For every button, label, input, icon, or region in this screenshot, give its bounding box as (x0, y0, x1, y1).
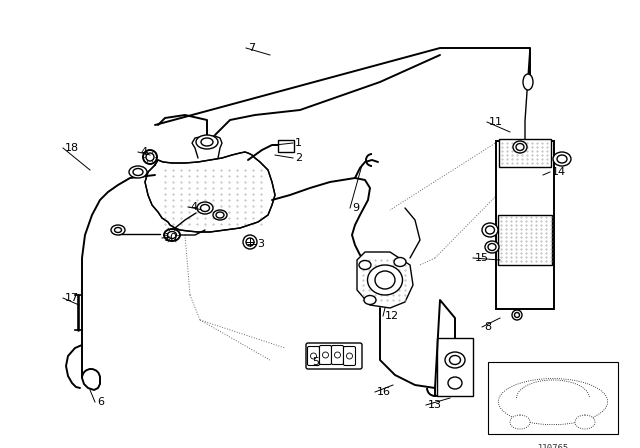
Ellipse shape (243, 235, 257, 249)
FancyBboxPatch shape (306, 343, 362, 369)
Text: 4: 4 (190, 202, 197, 212)
Bar (488, 362, 618, 434)
Ellipse shape (513, 141, 527, 153)
Bar (278, 140, 294, 152)
Ellipse shape (486, 226, 495, 234)
Text: 13: 13 (428, 400, 442, 410)
Text: 17: 17 (65, 293, 79, 303)
Ellipse shape (449, 356, 461, 365)
Ellipse shape (323, 352, 328, 358)
Ellipse shape (310, 353, 317, 359)
Ellipse shape (523, 74, 533, 90)
Text: 3: 3 (257, 239, 264, 249)
FancyBboxPatch shape (319, 345, 332, 365)
Text: 7: 7 (248, 43, 255, 53)
Text: 4: 4 (140, 147, 147, 157)
Ellipse shape (557, 155, 567, 163)
FancyBboxPatch shape (332, 345, 344, 365)
Bar (437, 338, 473, 396)
Ellipse shape (216, 212, 224, 218)
Ellipse shape (359, 260, 371, 270)
Ellipse shape (516, 143, 524, 151)
Ellipse shape (200, 204, 209, 211)
Ellipse shape (364, 296, 376, 305)
Ellipse shape (367, 265, 403, 295)
Ellipse shape (115, 228, 122, 233)
Text: 5: 5 (312, 357, 319, 367)
Ellipse shape (510, 415, 530, 429)
Text: 18: 18 (65, 143, 79, 153)
FancyBboxPatch shape (307, 346, 319, 366)
Text: 1: 1 (295, 138, 302, 148)
Ellipse shape (168, 232, 177, 238)
Ellipse shape (201, 138, 213, 146)
Ellipse shape (445, 352, 465, 368)
Text: 10: 10 (164, 233, 178, 243)
Ellipse shape (164, 229, 180, 241)
Text: 11: 11 (489, 117, 503, 127)
Ellipse shape (553, 152, 571, 166)
Text: 2: 2 (295, 153, 302, 163)
Ellipse shape (485, 241, 499, 253)
Text: 6: 6 (97, 397, 104, 407)
Ellipse shape (111, 225, 125, 235)
Ellipse shape (196, 135, 218, 149)
Text: 8: 8 (484, 322, 491, 332)
Text: 16: 16 (377, 387, 391, 397)
Ellipse shape (133, 168, 143, 176)
Ellipse shape (346, 353, 353, 359)
Ellipse shape (129, 166, 147, 178)
FancyBboxPatch shape (344, 346, 355, 366)
Text: JJ0765: JJ0765 (537, 444, 569, 448)
Ellipse shape (335, 352, 340, 358)
Ellipse shape (512, 310, 522, 320)
Ellipse shape (515, 313, 520, 318)
Ellipse shape (143, 150, 157, 164)
Ellipse shape (213, 210, 227, 220)
Bar (498, 215, 552, 265)
Ellipse shape (448, 377, 462, 389)
Ellipse shape (482, 223, 498, 237)
Text: 12: 12 (385, 311, 399, 321)
Text: 15: 15 (475, 253, 489, 263)
Ellipse shape (197, 202, 213, 214)
Ellipse shape (375, 271, 395, 289)
Text: 9: 9 (352, 203, 359, 213)
Bar (499, 139, 551, 167)
Polygon shape (357, 252, 413, 308)
Ellipse shape (488, 244, 496, 250)
Polygon shape (145, 152, 275, 232)
Bar (496, 141, 554, 309)
Ellipse shape (246, 238, 254, 246)
Ellipse shape (146, 153, 154, 161)
Ellipse shape (575, 415, 595, 429)
Text: 14: 14 (552, 167, 566, 177)
Ellipse shape (394, 258, 406, 267)
